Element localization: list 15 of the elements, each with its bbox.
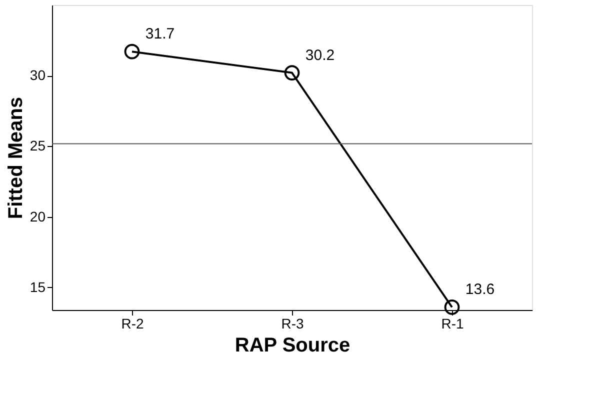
- y-tick-label: 30: [30, 67, 46, 84]
- y-tick-label: 25: [30, 138, 46, 154]
- x-axis-title: RAP Source: [234, 334, 350, 356]
- x-tick-label: R-2: [121, 316, 144, 332]
- data-label: 30.2: [305, 46, 335, 64]
- y-tick-label: 20: [30, 208, 46, 224]
- y-axis-title: Fitted Means: [4, 96, 27, 220]
- data-label: 31.7: [145, 26, 175, 43]
- point: [284, 65, 300, 80]
- data-label: 13.6: [465, 281, 495, 298]
- point: [444, 299, 460, 315]
- x-tick-label: R-3: [281, 316, 304, 332]
- x-tick-label: R-1: [441, 316, 464, 332]
- y-tick-label: 15: [30, 278, 46, 295]
- point: [124, 44, 140, 60]
